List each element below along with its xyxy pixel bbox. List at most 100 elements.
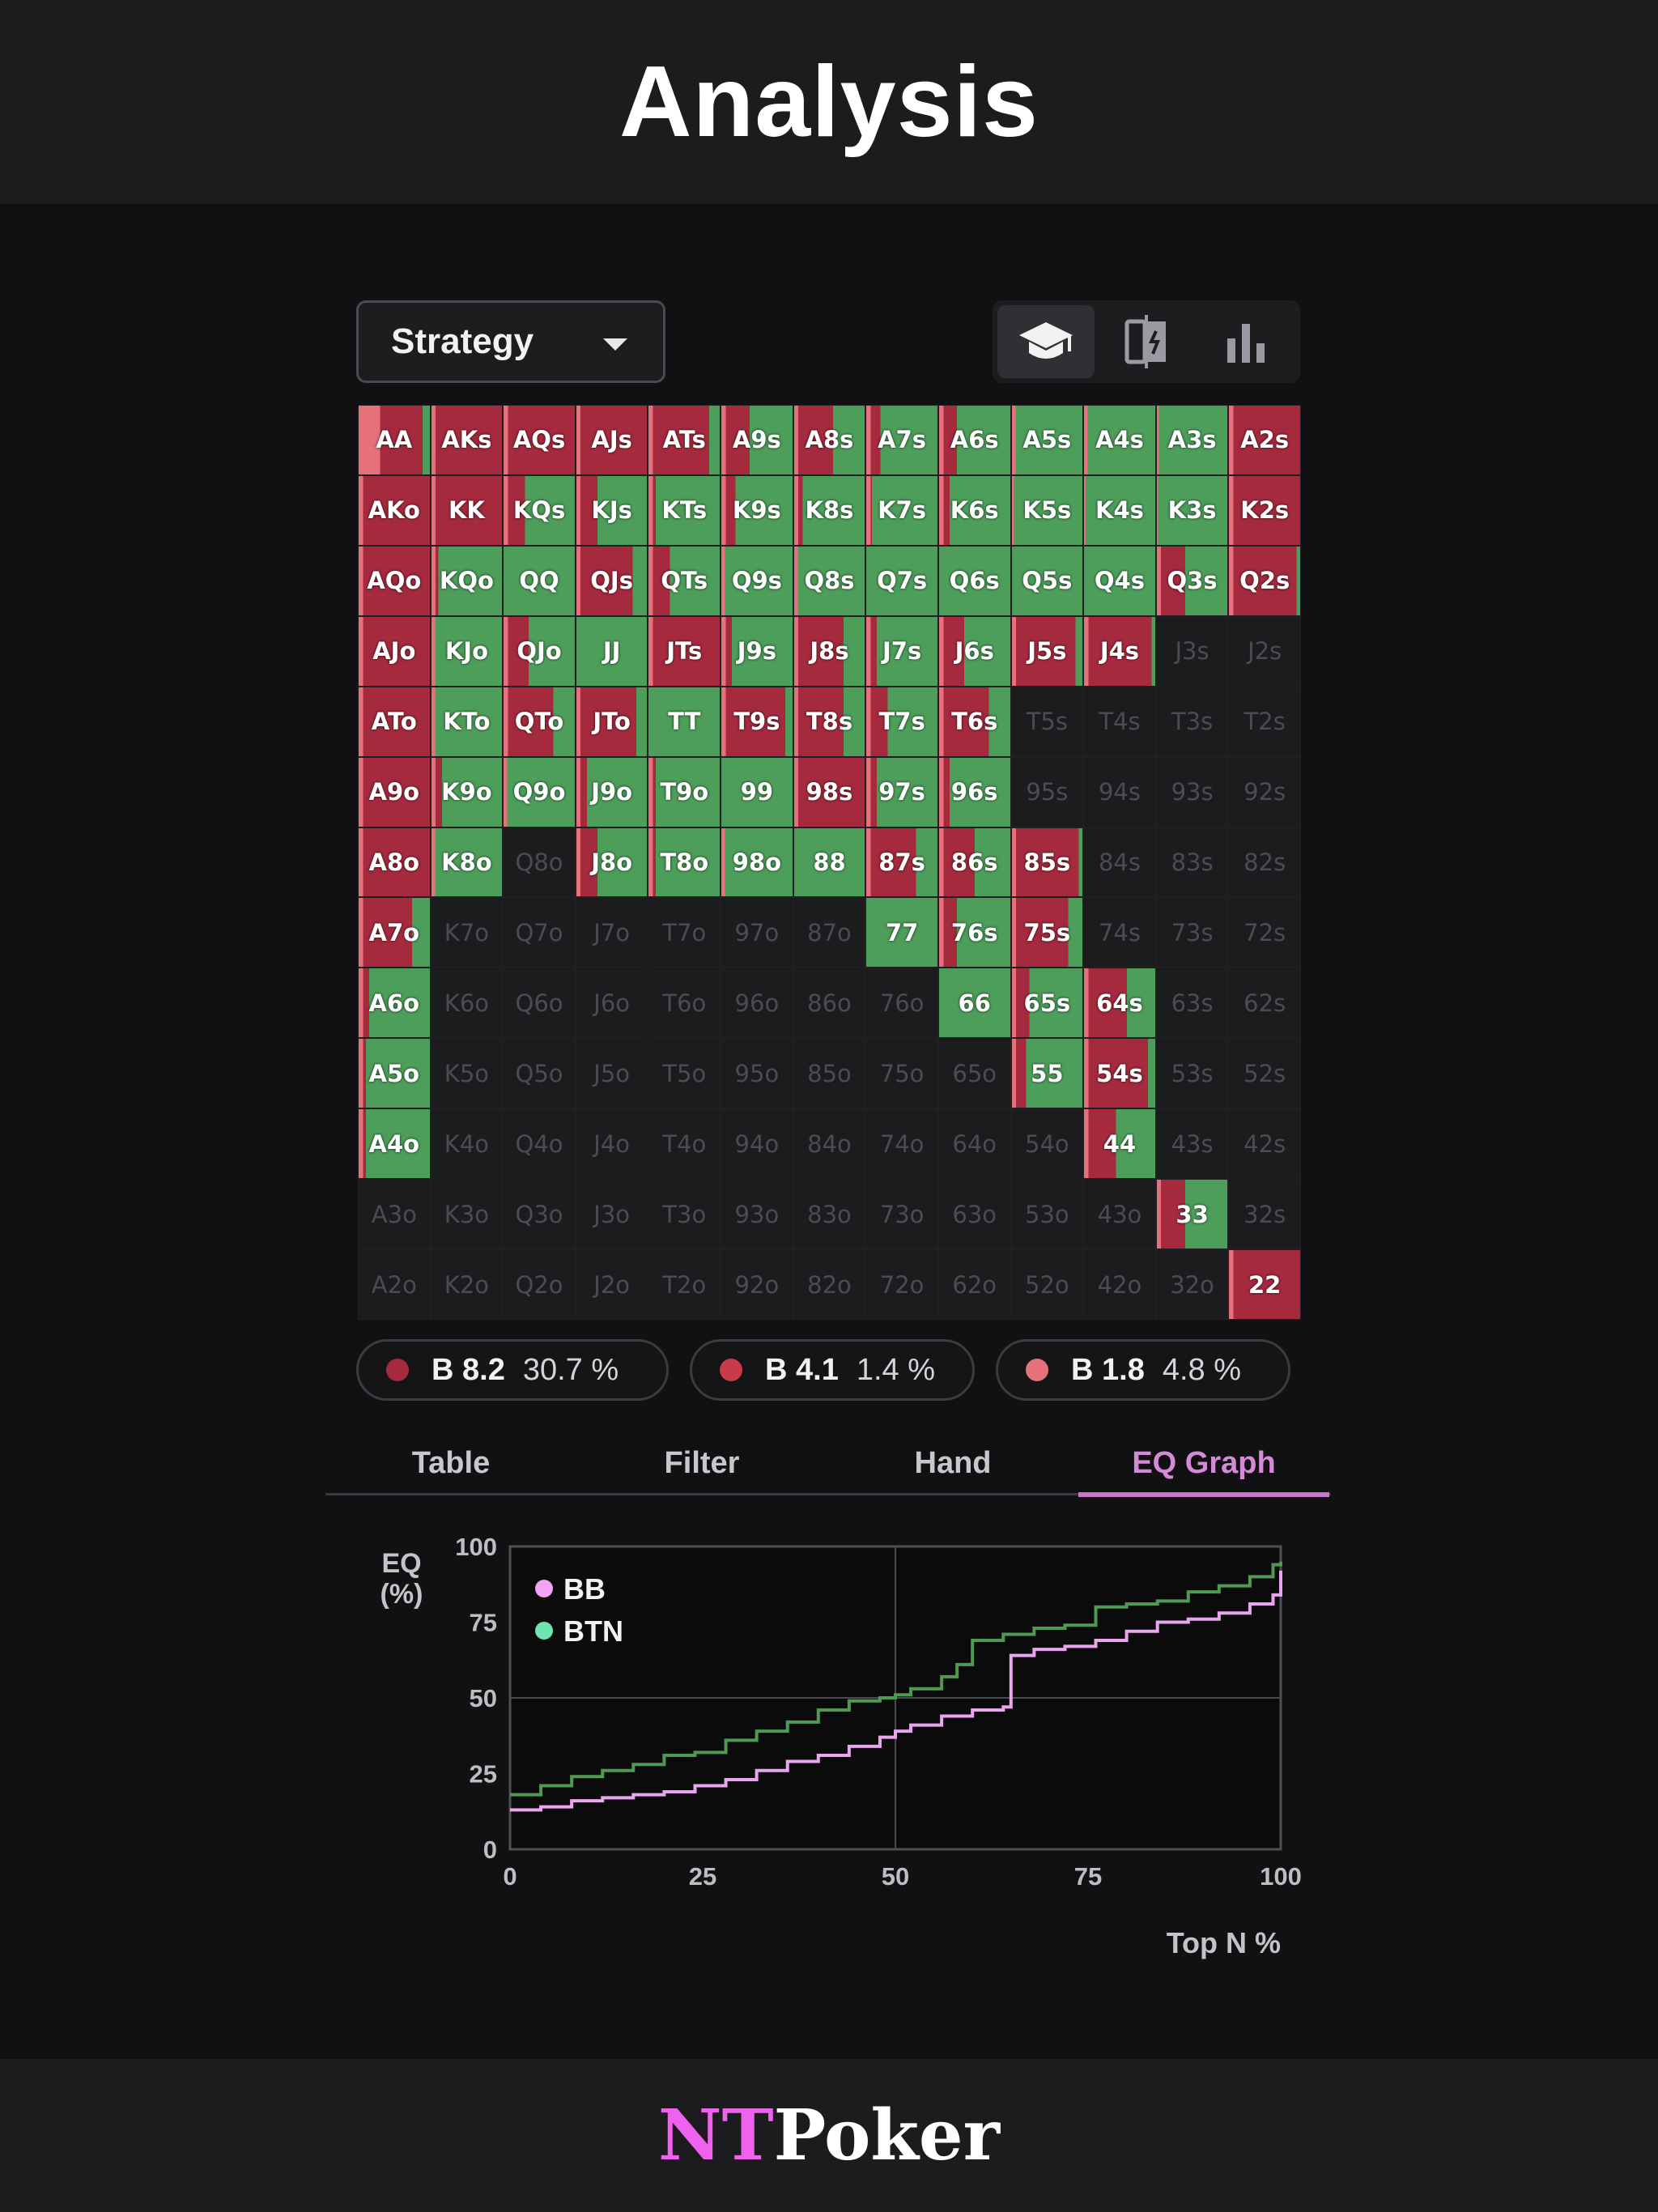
hand-cell[interactable]: A9s [721, 405, 793, 475]
hand-cell[interactable]: T7s [865, 686, 938, 757]
hand-cell[interactable]: 98s [793, 756, 866, 827]
hand-cell[interactable]: T9s [721, 686, 793, 757]
hand-cell[interactable]: A8o [358, 827, 431, 898]
hand-cell[interactable]: 99 [721, 756, 793, 827]
hand-cell[interactable]: QJo [503, 615, 576, 687]
hand-cell[interactable]: A3s [1155, 405, 1229, 475]
hand-cell[interactable]: K3o [430, 1179, 504, 1250]
hand-cell[interactable]: T3s [1155, 686, 1229, 757]
hand-cell[interactable]: J2s [1228, 615, 1301, 687]
hand-cell[interactable]: 75o [865, 1038, 938, 1109]
hand-cell[interactable]: 83o [793, 1179, 866, 1250]
hand-cell[interactable]: Q6s [937, 545, 1011, 616]
hand-cell[interactable]: 42o [1083, 1249, 1156, 1320]
hand-cell[interactable]: A2s [1228, 405, 1301, 475]
hand-cell[interactable]: AKo [358, 474, 431, 546]
hand-cell[interactable]: KQo [430, 545, 504, 616]
hand-cell[interactable]: J5s [1010, 615, 1084, 687]
hand-cell[interactable]: 75s [1010, 897, 1084, 968]
hand-cell[interactable]: QQ [503, 545, 576, 616]
hand-cell[interactable]: 88 [793, 827, 866, 898]
hand-cell[interactable]: 93o [721, 1179, 793, 1250]
stats-view-button[interactable] [1198, 305, 1295, 378]
hand-cell[interactable]: AQs [503, 405, 576, 475]
hand-cell[interactable]: 73s [1155, 897, 1229, 968]
hand-cell[interactable]: AA [358, 405, 431, 475]
hand-cell[interactable]: Q7s [865, 545, 938, 616]
hand-cell[interactable]: A6o [358, 968, 431, 1039]
hand-cell[interactable]: K7s [865, 474, 938, 546]
hand-cell[interactable]: 94o [721, 1108, 793, 1180]
hand-cell[interactable]: KTs [648, 474, 721, 546]
hand-cell[interactable]: KK [430, 474, 504, 546]
tab-hand[interactable]: Hand [914, 1445, 992, 1480]
hand-cell[interactable]: K2o [430, 1249, 504, 1320]
hand-cell[interactable]: AKs [430, 405, 504, 475]
hand-cell[interactable]: A7o [358, 897, 431, 968]
hand-cell[interactable]: 84s [1083, 827, 1156, 898]
hand-cell[interactable]: Q7o [503, 897, 576, 968]
hand-cell[interactable]: TT [648, 686, 721, 757]
hand-cell[interactable]: J4o [575, 1108, 648, 1180]
compare-view-button[interactable] [1098, 305, 1195, 378]
hand-cell[interactable]: Q3o [503, 1179, 576, 1250]
hand-cell[interactable]: AQo [358, 545, 431, 616]
hand-cell[interactable]: Q8o [503, 827, 576, 898]
hand-cell[interactable]: K6o [430, 968, 504, 1039]
hand-cell[interactable]: 77 [865, 897, 938, 968]
hand-cell[interactable]: 96o [721, 968, 793, 1039]
hand-cell[interactable]: Q8s [793, 545, 866, 616]
hand-cell[interactable]: K4o [430, 1108, 504, 1180]
hand-cell[interactable]: Q2o [503, 1249, 576, 1320]
hand-cell[interactable]: J3o [575, 1179, 648, 1250]
hand-cell[interactable]: QTo [503, 686, 576, 757]
hand-cell[interactable]: A7s [865, 405, 938, 475]
hand-cell[interactable]: 87s [865, 827, 938, 898]
hand-cell[interactable]: 52o [1010, 1249, 1084, 1320]
hand-cell[interactable]: 44 [1083, 1108, 1156, 1180]
hand-cell[interactable]: KJs [575, 474, 648, 546]
hand-cell[interactable]: Q6o [503, 968, 576, 1039]
hand-cell[interactable]: J7s [865, 615, 938, 687]
strategy-dropdown[interactable]: Strategy [356, 300, 665, 383]
hand-cell[interactable]: J5o [575, 1038, 648, 1109]
hand-cell[interactable]: JTo [575, 686, 648, 757]
hand-cell[interactable]: T8s [793, 686, 866, 757]
hand-cell[interactable]: T2s [1228, 686, 1301, 757]
hand-cell[interactable]: 32o [1155, 1249, 1229, 1320]
hand-cell[interactable]: T3o [648, 1179, 721, 1250]
hand-cell[interactable]: K5s [1010, 474, 1084, 546]
hand-cell[interactable]: JTs [648, 615, 721, 687]
hand-cell[interactable]: 85s [1010, 827, 1084, 898]
hand-cell[interactable]: 93s [1155, 756, 1229, 827]
hand-cell[interactable]: 53s [1155, 1038, 1229, 1109]
hand-cell[interactable]: J8s [793, 615, 866, 687]
hand-cell[interactable]: T2o [648, 1249, 721, 1320]
hand-cell[interactable]: 63o [937, 1179, 1011, 1250]
hand-cell[interactable]: 62s [1228, 968, 1301, 1039]
hand-cell[interactable]: 95s [1010, 756, 1084, 827]
hand-cell[interactable]: QJs [575, 545, 648, 616]
hand-cell[interactable]: J4s [1083, 615, 1156, 687]
hand-cell[interactable]: Q3s [1155, 545, 1229, 616]
hand-cell[interactable]: Q9o [503, 756, 576, 827]
hand-cell[interactable]: K8o [430, 827, 504, 898]
hand-cell[interactable]: 33 [1155, 1179, 1229, 1250]
hand-cell[interactable]: J6s [937, 615, 1011, 687]
tab-table[interactable]: Table [411, 1445, 491, 1480]
hand-cell[interactable]: 32s [1228, 1179, 1301, 1250]
hand-cell[interactable]: 74o [865, 1108, 938, 1180]
hand-cell[interactable]: 55 [1010, 1038, 1084, 1109]
hand-cell[interactable]: AJo [358, 615, 431, 687]
hand-cell[interactable]: A3o [358, 1179, 431, 1250]
hand-cell[interactable]: 92s [1228, 756, 1301, 827]
hand-cell[interactable]: 64o [937, 1108, 1011, 1180]
hand-cell[interactable]: K3s [1155, 474, 1229, 546]
hand-cell[interactable]: 83s [1155, 827, 1229, 898]
hand-cell[interactable]: K7o [430, 897, 504, 968]
hand-cell[interactable]: AJs [575, 405, 648, 475]
hand-cell[interactable]: KTo [430, 686, 504, 757]
hand-cell[interactable]: T4o [648, 1108, 721, 1180]
hand-cell[interactable]: 73o [865, 1179, 938, 1250]
hand-cell[interactable]: 86s [937, 827, 1011, 898]
